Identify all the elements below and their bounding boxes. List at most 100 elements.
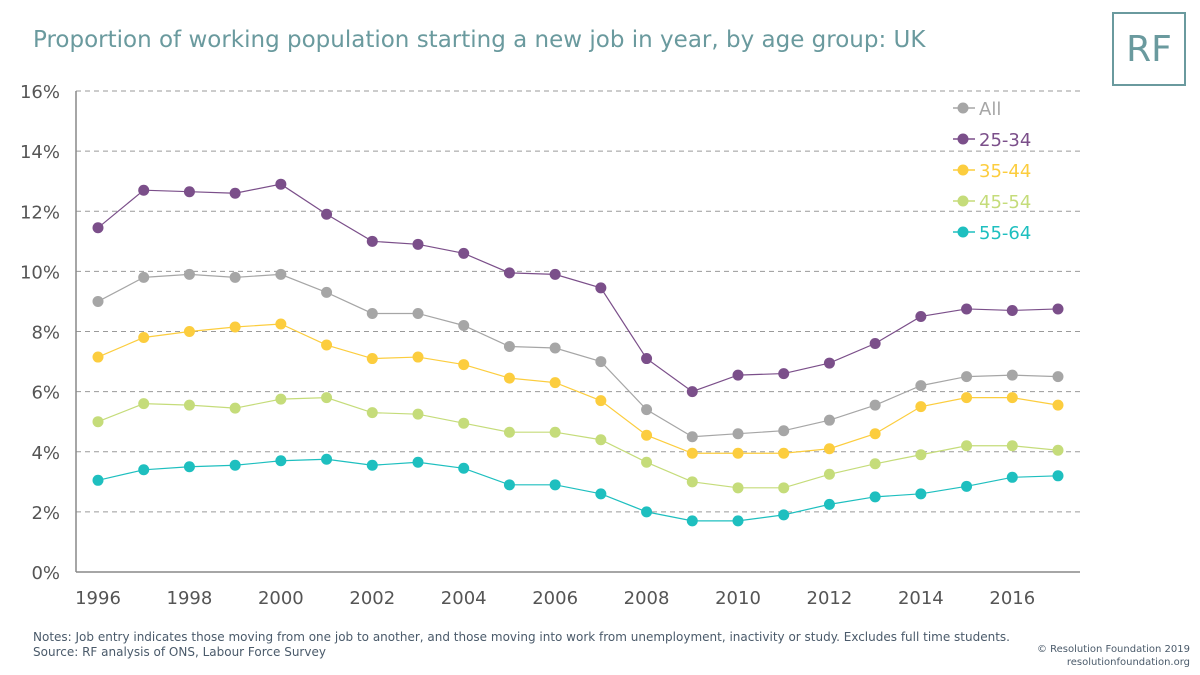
data-point-55-64 (1052, 470, 1064, 482)
data-point-35-44 (503, 372, 515, 384)
data-point-55-64 (412, 456, 424, 468)
y-tick-label: 10% (20, 262, 60, 283)
x-tick-label: 2014 (898, 588, 944, 609)
data-point-45-54 (92, 416, 104, 428)
data-point-55-64 (183, 461, 195, 473)
chart-notes: Notes: Job entry indicates those moving … (33, 630, 1010, 660)
data-point-all (961, 371, 973, 383)
data-point-25-34 (412, 238, 424, 250)
data-point-45-54 (641, 456, 653, 468)
x-tick-label: 2016 (989, 588, 1035, 609)
data-point-all (823, 414, 835, 426)
data-point-55-64 (229, 459, 241, 471)
data-point-55-64 (503, 479, 515, 491)
data-point-all (366, 307, 378, 319)
data-point-all (686, 431, 698, 443)
data-point-45-54 (732, 482, 744, 494)
data-point-55-64 (595, 488, 607, 500)
data-point-55-64 (366, 459, 378, 471)
data-point-all (641, 404, 653, 416)
y-tick-label: 16% (20, 82, 60, 103)
series-line-35-44 (97, 323, 1059, 454)
data-point-55-64 (1006, 471, 1018, 483)
data-point-45-54 (915, 449, 927, 461)
data-point-all (321, 286, 333, 298)
series-line-all (97, 273, 1059, 438)
data-point-45-54 (549, 426, 561, 438)
data-point-45-54 (503, 426, 515, 438)
data-point-25-34 (732, 369, 744, 381)
data-point-45-54 (275, 393, 287, 405)
series-line-25-34 (97, 183, 1059, 393)
legend-label-35-44: 35-44 (979, 161, 1031, 182)
data-point-45-54 (458, 417, 470, 429)
data-point-all (1052, 371, 1064, 383)
legend-label-25-34: 25-34 (979, 130, 1031, 151)
data-point-45-54 (321, 392, 333, 404)
data-point-35-44 (549, 377, 561, 389)
data-point-35-44 (595, 395, 607, 407)
data-point-25-34 (915, 310, 927, 322)
data-point-25-34 (138, 184, 150, 196)
data-point-35-44 (1052, 399, 1064, 411)
data-point-35-44 (366, 353, 378, 365)
data-point-35-44 (458, 359, 470, 371)
legend-marker-all (957, 102, 969, 114)
data-point-55-64 (732, 515, 744, 527)
data-point-35-44 (686, 447, 698, 459)
data-point-55-64 (778, 509, 790, 521)
data-point-25-34 (595, 282, 607, 294)
data-point-35-44 (869, 428, 881, 440)
data-point-35-44 (961, 392, 973, 404)
credit: © Resolution Foundation 2019 resolutionf… (1037, 643, 1190, 669)
y-tick-label: 14% (20, 142, 60, 163)
data-point-25-34 (778, 368, 790, 380)
data-point-55-64 (641, 506, 653, 518)
data-point-25-34 (183, 186, 195, 198)
data-point-all (183, 268, 195, 280)
legend-label-all: All (979, 99, 1001, 120)
source-text: Source: RF analysis of ONS, Labour Force… (33, 645, 326, 659)
data-point-55-64 (823, 498, 835, 510)
data-point-55-64 (549, 479, 561, 491)
series-line-55-64 (97, 458, 1059, 522)
legend-marker-45-54 (957, 195, 969, 207)
data-point-55-64 (275, 455, 287, 467)
legend-marker-25-34 (957, 133, 969, 145)
data-point-35-44 (321, 339, 333, 351)
data-point-25-34 (686, 386, 698, 398)
legend-label-45-54: 45-54 (979, 192, 1031, 213)
y-tick-label: 4% (31, 443, 60, 464)
data-point-25-34 (549, 268, 561, 280)
data-point-45-54 (823, 468, 835, 480)
data-point-35-44 (412, 351, 424, 363)
website-link[interactable]: resolutionfoundation.org (1066, 657, 1190, 668)
data-point-25-34 (92, 222, 104, 234)
data-point-all (732, 428, 744, 440)
data-point-35-44 (823, 443, 835, 455)
data-point-45-54 (229, 402, 241, 414)
y-tick-label: 0% (31, 563, 60, 584)
copyright-text: © Resolution Foundation 2019 (1036, 644, 1190, 655)
data-point-55-64 (92, 474, 104, 486)
legend-marker-55-64 (957, 226, 969, 238)
x-tick-label: 1996 (75, 588, 121, 609)
data-point-35-44 (641, 429, 653, 441)
data-point-45-54 (138, 398, 150, 410)
data-point-55-64 (869, 491, 881, 503)
data-point-55-64 (138, 464, 150, 476)
x-tick-label: 2010 (715, 588, 761, 609)
y-tick-label: 2% (31, 503, 60, 524)
y-tick-label: 6% (31, 383, 60, 404)
data-point-45-54 (686, 476, 698, 488)
data-point-35-44 (183, 326, 195, 337)
legend-label-55-64: 55-64 (979, 223, 1031, 244)
data-point-55-64 (321, 453, 333, 465)
data-point-45-54 (1052, 444, 1064, 456)
data-point-55-64 (458, 462, 470, 474)
y-tick-label: 12% (20, 202, 60, 223)
data-point-35-44 (275, 318, 287, 330)
data-point-35-44 (732, 447, 744, 459)
data-point-all (412, 307, 424, 319)
